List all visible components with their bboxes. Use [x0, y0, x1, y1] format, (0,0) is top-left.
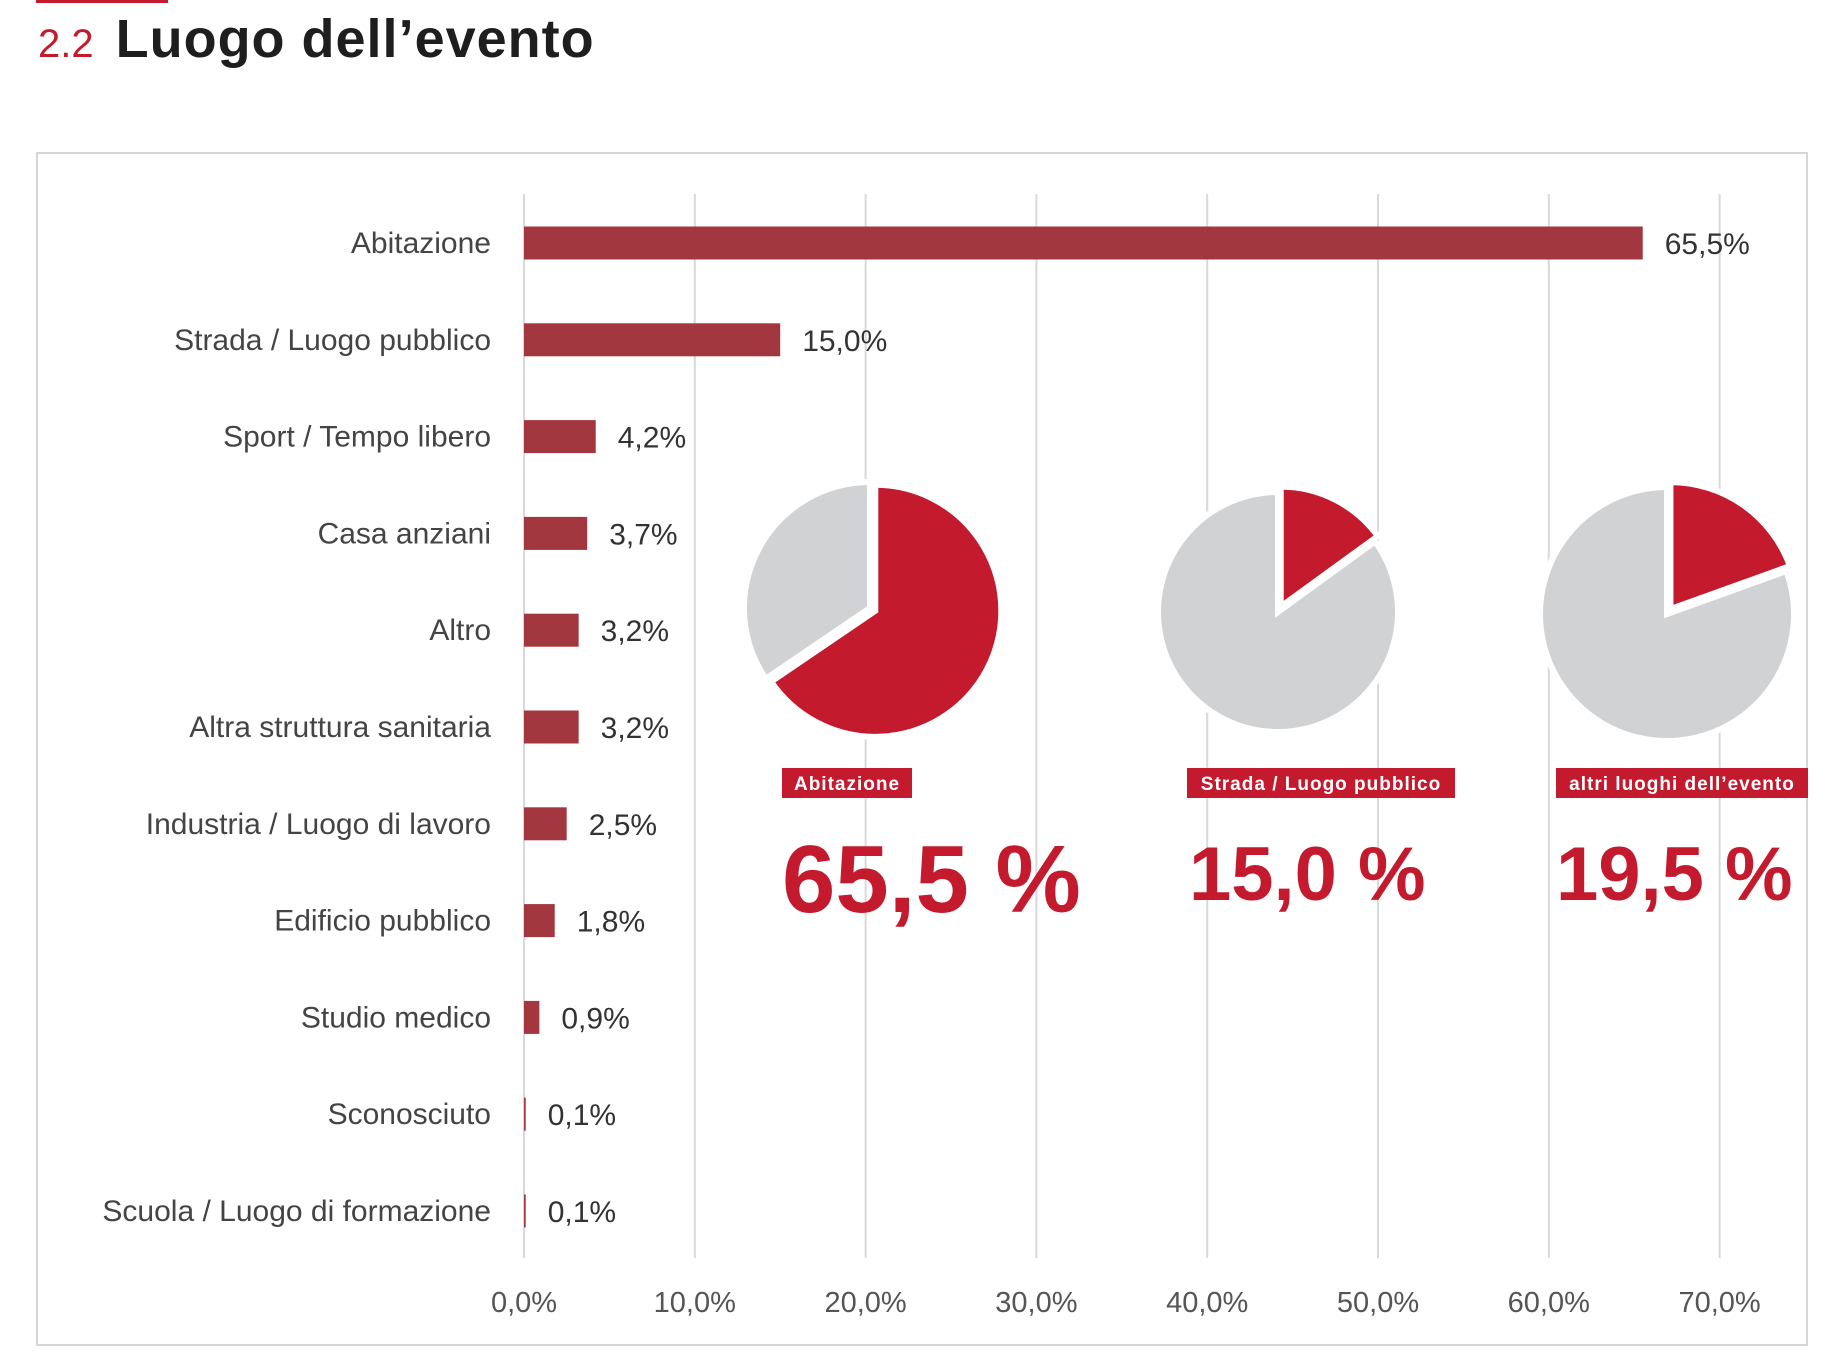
category-label: Abitazione — [351, 227, 491, 260]
top-accent-rule — [36, 0, 168, 3]
bar — [524, 323, 781, 357]
page-title: Luogo dell’evento — [115, 9, 595, 69]
bar-value-label: 65,5% — [1665, 228, 1750, 261]
category-label: Sport / Tempo libero — [223, 421, 491, 454]
x-tick-label: 50,0% — [1337, 1287, 1419, 1319]
bar — [524, 516, 588, 550]
x-tick-label: 40,0% — [1166, 1287, 1248, 1319]
bar — [524, 1194, 526, 1228]
kpi-badge-bg — [782, 768, 912, 798]
page-heading: 2.2 Luogo dell’evento — [38, 8, 595, 78]
bar — [524, 613, 579, 647]
bar-value-label: 1,8% — [577, 906, 645, 939]
bar-value-label: 3,2% — [601, 712, 669, 745]
section-number: 2.2 — [38, 22, 94, 66]
x-tick-label: 70,0% — [1678, 1287, 1760, 1319]
category-label: Altro — [429, 614, 491, 647]
bar — [524, 710, 579, 744]
bar — [524, 420, 596, 454]
kpi-value: 65,5 % — [782, 826, 1081, 933]
bar — [524, 226, 1643, 260]
pie-rest-slice — [1537, 483, 1797, 744]
chart-frame — [36, 152, 1808, 1346]
x-tick-label: 60,0% — [1508, 1287, 1590, 1319]
bar-value-label: 15,0% — [802, 325, 887, 358]
kpi-value: 15,0 % — [1189, 832, 1426, 917]
bar-value-label: 4,2% — [618, 422, 686, 455]
bar-value-label: 2,5% — [589, 809, 657, 842]
x-tick-label: 30,0% — [995, 1287, 1077, 1319]
bar — [524, 1097, 526, 1131]
bar-value-label: 0,1% — [548, 1099, 616, 1132]
pie-rest-slice — [741, 478, 873, 683]
kpi-badge-label: Abitazione — [794, 774, 900, 795]
pie-highlight-slice — [766, 481, 1005, 740]
bar — [524, 1000, 540, 1034]
bar-value-label: 0,9% — [561, 1002, 629, 1035]
kpi-badge-bg — [1556, 768, 1808, 798]
x-tick-label: 20,0% — [824, 1287, 906, 1319]
category-label: Scuola / Luogo di formazione — [102, 1195, 491, 1228]
pie-highlight-slice — [1667, 479, 1794, 614]
kpi-value: 19,5 % — [1556, 832, 1793, 917]
kpi-badge-bg — [1187, 768, 1455, 798]
bar — [524, 904, 555, 938]
x-tick-label: 0,0% — [491, 1287, 557, 1319]
bar-value-label: 3,2% — [601, 615, 669, 648]
x-tick-label: 10,0% — [654, 1287, 736, 1319]
bar-value-label: 0,1% — [548, 1196, 616, 1229]
category-label: Studio medico — [301, 1001, 491, 1034]
category-label: Strada / Luogo pubblico — [174, 324, 491, 357]
category-label: Sconosciuto — [328, 1098, 491, 1131]
category-label: Casa anziani — [318, 517, 491, 550]
kpi-badge-label: Strada / Luogo pubblico — [1201, 774, 1441, 795]
kpi-badge-label: altri luoghi dell’evento — [1569, 774, 1795, 795]
bar-value-label: 3,7% — [609, 518, 677, 551]
bar — [524, 807, 567, 841]
category-label: Altra struttura sanitaria — [189, 711, 491, 744]
category-label: Industria / Luogo di lavoro — [146, 808, 491, 841]
pie-highlight-slice — [1277, 483, 1383, 613]
category-label: Edificio pubblico — [274, 905, 491, 938]
